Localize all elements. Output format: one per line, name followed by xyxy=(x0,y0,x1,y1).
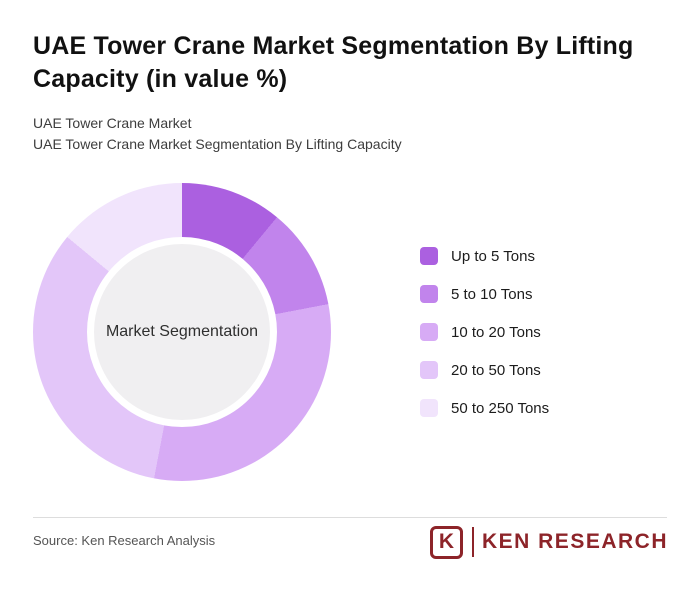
page-title: UAE Tower Crane Market Segmentation By L… xyxy=(33,32,634,93)
legend-swatch xyxy=(420,247,438,265)
donut-center: Market Segmentation xyxy=(87,237,277,427)
legend-item: 5 to 10 Tons xyxy=(420,284,549,304)
legend-swatch xyxy=(420,361,438,379)
legend-swatch xyxy=(420,323,438,341)
logo-k-icon: K xyxy=(429,525,463,559)
legend-item: Up to 5 Tons xyxy=(420,246,549,266)
chart-subtitles: UAE Tower Crane Market UAE Tower Crane M… xyxy=(33,113,402,155)
logo-text: KEN RESEARCH xyxy=(481,530,668,553)
legend-item: 10 to 20 Tons xyxy=(420,322,549,342)
legend-item: 50 to 250 Tons xyxy=(420,398,549,418)
donut-center-label: Market Segmentation xyxy=(105,323,259,340)
legend: Up to 5 Tons 5 to 10 Tons 10 to 20 Tons 20 … xyxy=(420,246,549,436)
legend-label: 50 to 250 Tons xyxy=(451,399,550,417)
legend-item: 20 to 50 Tons xyxy=(420,360,549,380)
subtitle-line-1: UAE Tower Crane Market xyxy=(33,115,192,131)
ken-research-logo: K KEN RESEARCH xyxy=(429,524,668,560)
logo-separator xyxy=(471,527,474,557)
logo-k-letter: K xyxy=(438,530,455,553)
legend-label: 5 to 10 Tons xyxy=(451,285,533,303)
subtitle-line-2: UAE Tower Crane Market Segmentation By L… xyxy=(33,136,402,152)
legend-swatch xyxy=(420,285,438,303)
legend-label: Up to 5 Tons xyxy=(451,247,535,265)
legend-label: 20 to 50 Tons xyxy=(451,361,541,379)
donut-chart: Market Segmentation xyxy=(33,183,331,481)
footer-divider xyxy=(33,517,667,518)
legend-label: 10 to 20 Tons xyxy=(451,323,541,341)
source-text: Source: Ken Research Analysis xyxy=(33,533,216,548)
legend-swatch xyxy=(420,399,438,417)
